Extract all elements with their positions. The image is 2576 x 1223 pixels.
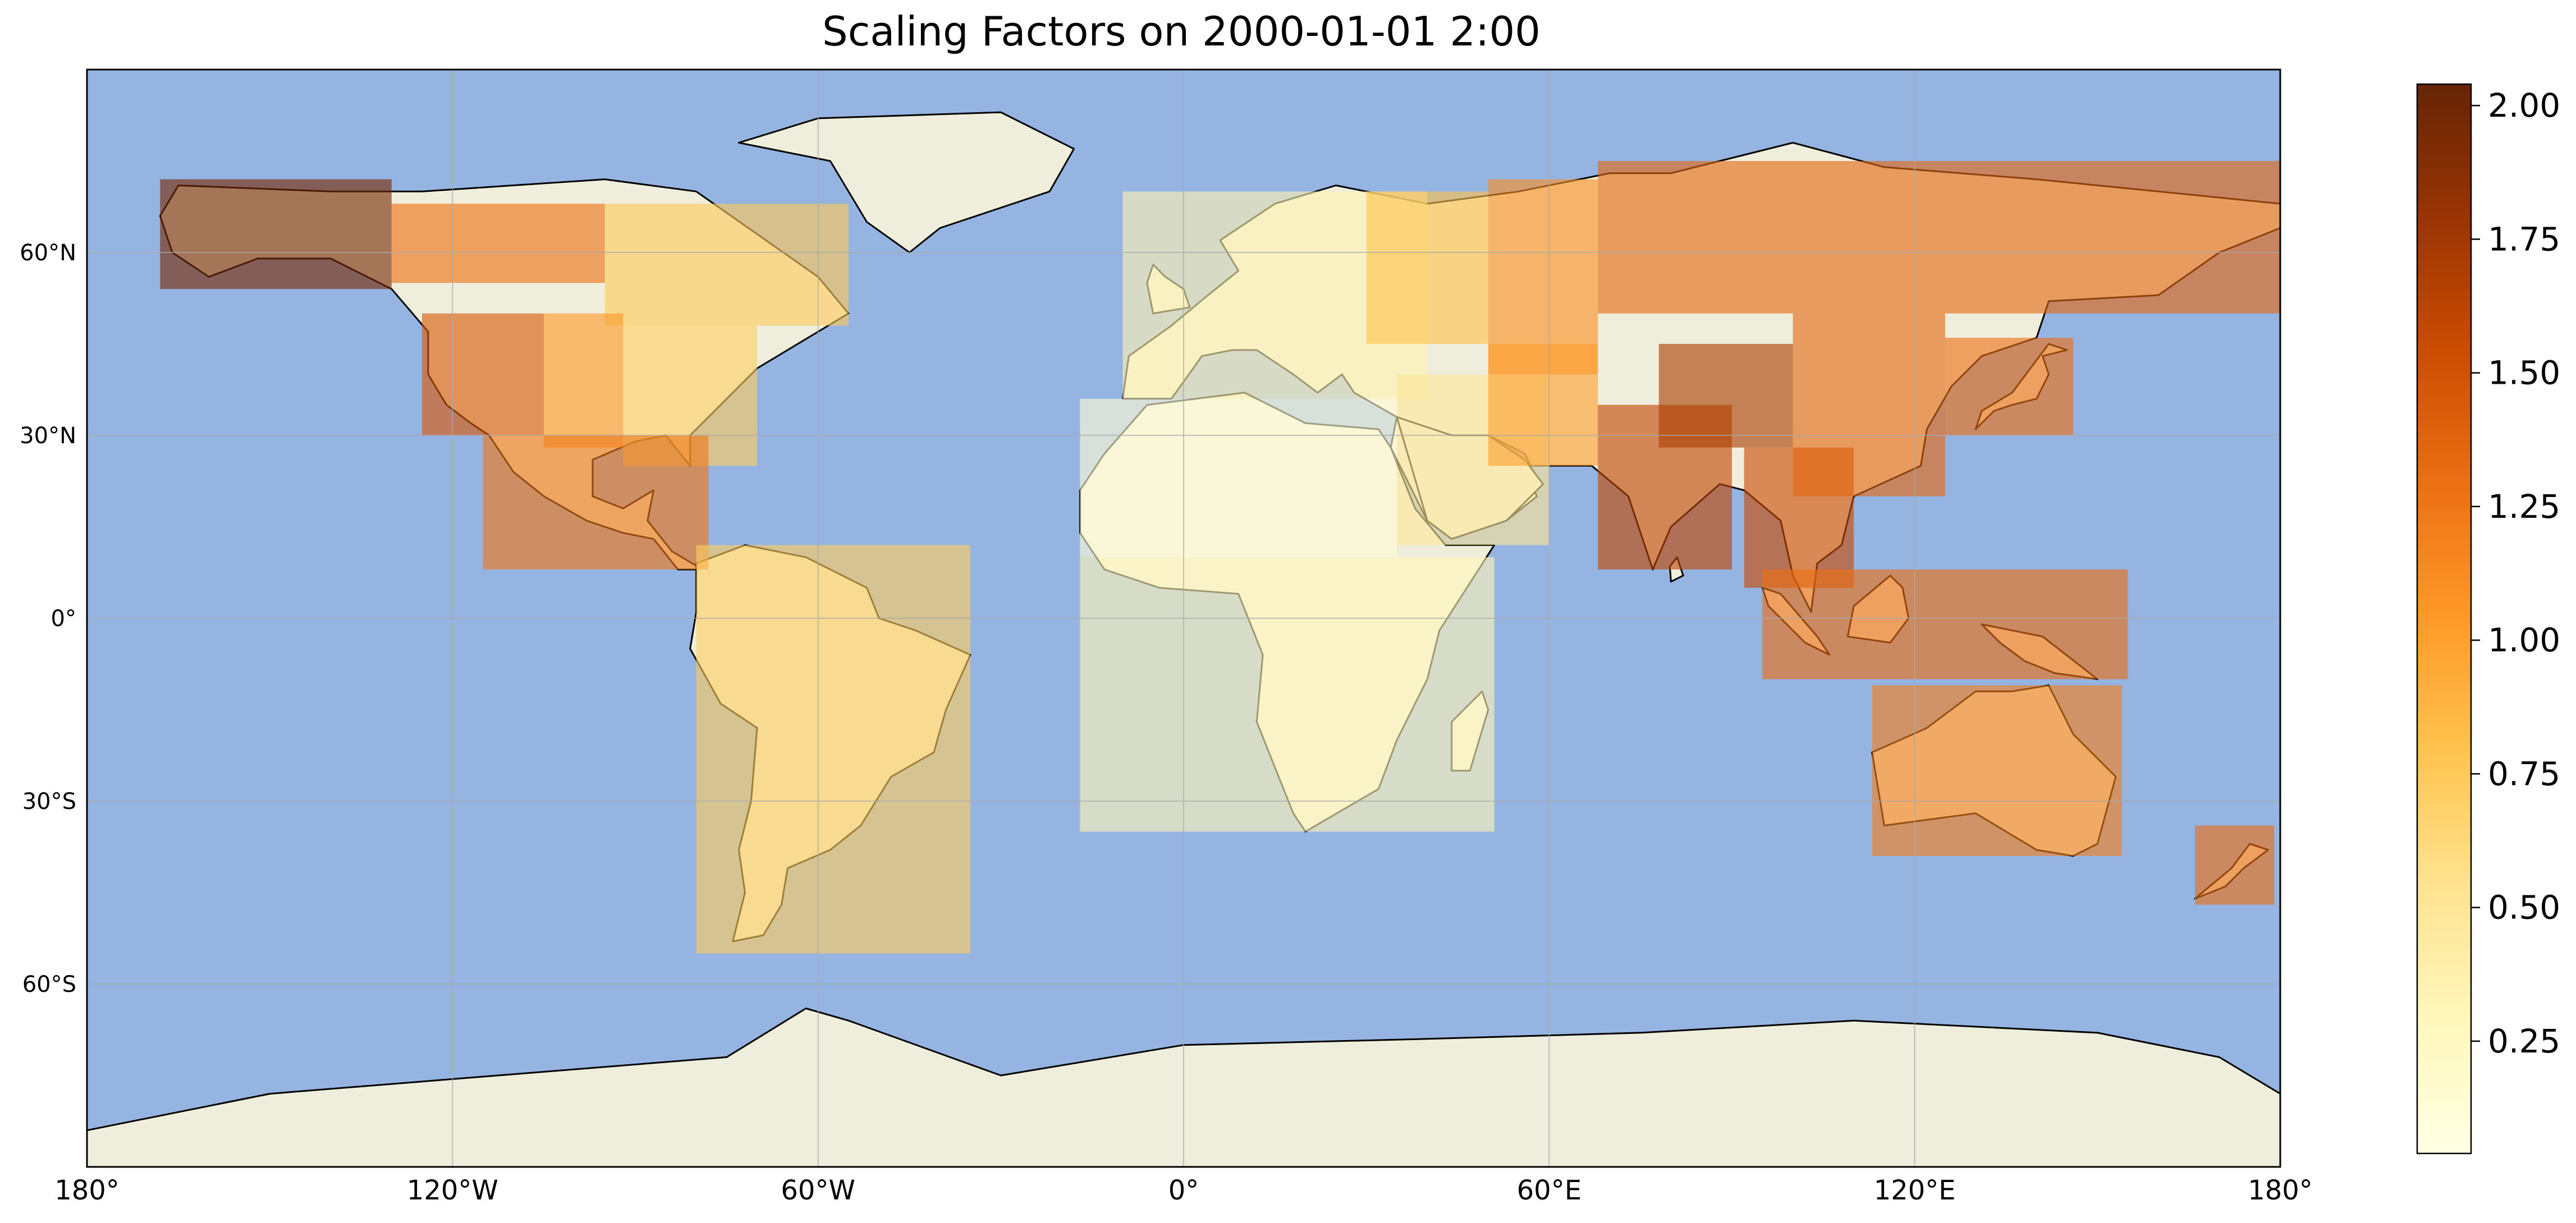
- region-cell-11: [1598, 161, 2280, 314]
- region-cell-19: [1793, 313, 1945, 496]
- colorbar-ticks: 0.25 0.50 0.75 1.00 1.25 1.50 1.75 2.00: [2471, 86, 2560, 1060]
- region-cell-4: [544, 313, 624, 448]
- y-tick-label-3: 30°S: [22, 789, 76, 815]
- colorbar-tick-label-5: 1.50: [2488, 354, 2560, 392]
- region-cell-22: [1872, 685, 2122, 856]
- region-cell-0: [160, 179, 392, 289]
- gridlines: [87, 70, 2280, 1167]
- region-cell-21: [1762, 569, 2128, 679]
- region-cell-9: [1366, 191, 1488, 344]
- y-tick-label-1: 30°N: [20, 423, 76, 449]
- x-tick-label-2: 60°W: [781, 1175, 855, 1206]
- colorbar-tick-label-1: 0.50: [2488, 889, 2560, 927]
- y-tick-label-2: 0°: [51, 606, 76, 632]
- y-axis-ticks: 60°N 30°N 0° 30°S 60°S: [20, 240, 76, 997]
- chart-title: Scaling Factors on 2000-01-01 2:00: [822, 8, 1541, 55]
- region-cell-17: [1658, 344, 1793, 448]
- colorbar-tick-label-3: 1.00: [2488, 621, 2560, 659]
- region-cell-13: [1080, 557, 1495, 832]
- region-cell-2: [604, 204, 849, 326]
- x-tick-label-4: 60°E: [1517, 1175, 1582, 1206]
- region-cell-1: [391, 204, 605, 283]
- region-cell-7: [696, 545, 971, 954]
- colorbar-tick-label-4: 1.25: [2488, 488, 2560, 526]
- x-tick-label-5: 120°E: [1874, 1175, 1956, 1206]
- y-tick-label-4: 60°S: [22, 972, 76, 997]
- land-greenland: [738, 111, 1075, 254]
- colorbar-tick-label-0: 0.25: [2488, 1022, 2560, 1060]
- region-cell-10: [1488, 179, 1598, 375]
- x-tick-label-3: 0°: [1168, 1175, 1199, 1206]
- colorbar: [2416, 83, 2472, 1155]
- region-cell-12: [1080, 398, 1397, 558]
- y-tick-label-0: 60°N: [20, 240, 76, 266]
- region-cell-3: [422, 313, 544, 435]
- region-cell-15: [1488, 344, 1598, 466]
- colorbar-tick-label-6: 1.75: [2488, 220, 2560, 258]
- x-axis-ticks: 180° 120°W 60°W 0° 60°E 120°E 180°: [54, 1175, 2313, 1206]
- colorbar-tick-label-2: 0.75: [2488, 755, 2560, 793]
- region-cell-20: [1945, 338, 2073, 435]
- x-tick-label-0: 180°: [54, 1175, 120, 1206]
- region-cell-6: [483, 435, 709, 570]
- region-cell-23: [2195, 825, 2275, 905]
- x-tick-label-6: 180°: [2248, 1175, 2313, 1206]
- map-frame: [86, 68, 2281, 1168]
- x-tick-label-1: 120°W: [407, 1175, 498, 1206]
- scaling-factor-layer: [160, 161, 2280, 954]
- colorbar-tick-label-7: 2.00: [2488, 86, 2560, 125]
